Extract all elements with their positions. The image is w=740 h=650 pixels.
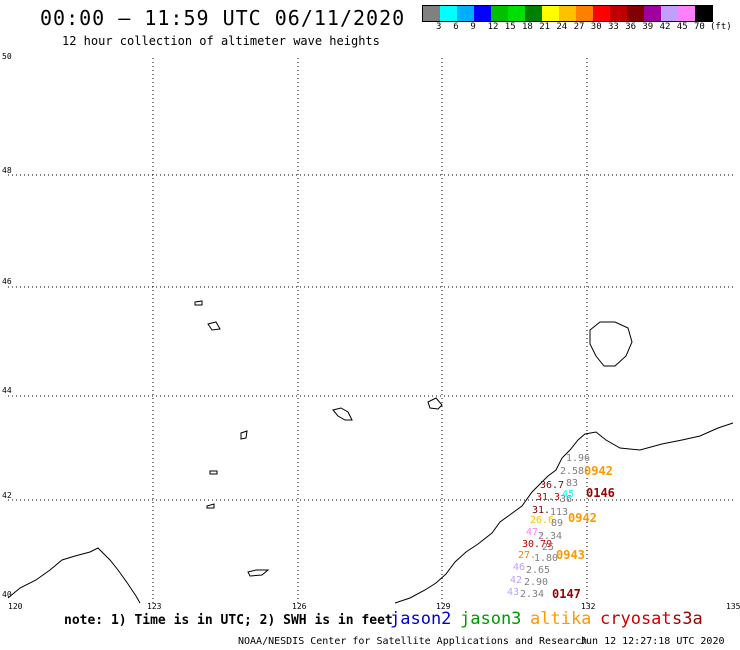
colorbar-tick: 30: [590, 22, 602, 32]
island-5: [240, 430, 248, 440]
colorbar-swatch: [610, 6, 627, 21]
colorbar-tick: 24: [556, 22, 568, 32]
lat-label: 40: [2, 590, 12, 599]
satellite-legend-jason3: jason3: [460, 609, 522, 629]
colorbar-tick: 45: [676, 22, 688, 32]
wave-height-value: 25: [542, 542, 555, 553]
wave-height-value: 2.65: [526, 565, 551, 576]
wave-height-value: 31.: [532, 505, 551, 516]
colorbar-swatch: [593, 6, 610, 21]
colorbar-tick: 33: [608, 22, 619, 32]
colorbar-tick: 6: [453, 22, 459, 32]
colorbar-tick: 39: [642, 22, 654, 32]
satellite-legend-altika: altika: [530, 609, 592, 629]
colorbar-swatch: [491, 6, 508, 21]
pass-time-label: 0943: [556, 548, 585, 562]
island-8: [206, 503, 215, 509]
colorbar-tick: 12: [487, 22, 499, 32]
island-9: [209, 470, 218, 475]
lat-label: 44: [2, 386, 12, 395]
island-2: [332, 407, 353, 421]
wave-height-value: 2.90: [524, 577, 549, 588]
pass-time-label: 0147: [552, 587, 581, 601]
wave-height-value: 26.6: [530, 515, 555, 526]
wave-height-value: 45: [562, 489, 575, 500]
colorbar-swatch: [559, 6, 576, 21]
pass-time-label: 0146: [586, 486, 615, 500]
island-4: [207, 321, 221, 331]
coast-west: [7, 547, 141, 604]
lon-label: 126: [292, 602, 307, 611]
footer-generated: Jun 12 12:27:18 UTC 2020: [580, 636, 725, 647]
colorbar: [422, 5, 713, 22]
satellite-legend-s3a: s3a: [672, 609, 703, 629]
colorbar-swatch: [457, 6, 474, 21]
wave-height-value: 2.34: [538, 531, 563, 542]
wave-height-value: 27.: [518, 550, 537, 561]
coastlines: [7, 300, 734, 604]
colorbar-swatch: [508, 6, 525, 21]
island-3: [427, 397, 443, 410]
colorbar-swatch: [576, 6, 593, 21]
coast-korea-east: [394, 422, 734, 604]
colorbar-swatch: [542, 6, 559, 21]
colorbar-unit: (ft): [710, 22, 732, 32]
wave-height-value: 43: [507, 587, 520, 598]
map-title: 00:00 – 11:59 UTC 06/11/2020: [40, 6, 406, 30]
colorbar-swatch: [423, 6, 440, 21]
colorbar-swatch: [474, 6, 491, 21]
colorbar-tick: 15: [504, 22, 516, 32]
island-6: [247, 569, 270, 577]
wave-height-value: 89: [551, 518, 564, 529]
colorbar-swatch: [644, 6, 661, 21]
island-7: [194, 300, 203, 306]
graticule: [8, 58, 733, 603]
colorbar-tick: 36: [625, 22, 637, 32]
wave-height-value: 46: [513, 562, 526, 573]
island-1: [589, 321, 633, 367]
satellite-legend-jason2: jason2: [390, 609, 452, 629]
pass-time-label: 0942: [568, 511, 597, 525]
lat-label: 46: [2, 277, 12, 286]
colorbar-swatch: [678, 6, 695, 21]
colorbar-tick: 9: [470, 22, 476, 32]
lon-label: 129: [436, 602, 451, 611]
colorbar-tick: 42: [659, 22, 671, 32]
wave-height-value: 47.: [526, 527, 545, 538]
colorbar-tick: 70: [694, 22, 705, 32]
satellite-legend-cryosat: cryosat: [600, 609, 672, 629]
colorbar-swatch: [695, 6, 712, 21]
lon-label: 123: [147, 602, 162, 611]
colorbar-swatch: [525, 6, 542, 21]
lon-label: 120: [8, 602, 23, 611]
pass-time-label: 0942: [584, 464, 613, 478]
lat-label: 42: [2, 491, 12, 500]
colorbar-swatch: [661, 6, 678, 21]
wave-height-value: 1.96: [566, 453, 591, 464]
wave-height-value: 2.58: [560, 466, 585, 477]
wave-height-value: 36: [560, 494, 573, 505]
colorbar-tick: 3: [436, 22, 442, 32]
map-subtitle: 12 hour collection of altimeter wave hei…: [62, 34, 380, 48]
lon-label: 132: [581, 602, 596, 611]
colorbar-tick: 21: [539, 22, 551, 32]
wave-height-value: 1.80: [534, 553, 559, 564]
wave-height-value: 83: [566, 478, 579, 489]
lon-label: 135: [726, 602, 740, 611]
colorbar-tick: 18: [522, 22, 533, 32]
colorbar-swatch: [627, 6, 644, 21]
lat-label: 48: [2, 166, 12, 175]
colorbar-swatch: [440, 6, 457, 21]
wave-height-value: 31.3: [536, 492, 561, 503]
colorbar-tick: 27: [573, 22, 585, 32]
footer-note: note: 1) Time is in UTC; 2) SWH is in fe…: [64, 613, 393, 628]
lat-label: 50: [2, 52, 12, 61]
wave-height-value: 30.79: [522, 539, 553, 550]
wave-height-value: 42: [510, 575, 523, 586]
wave-height-value: 113: [550, 507, 569, 518]
wave-height-value: 36.7: [540, 480, 565, 491]
footer-credit: NOAA/NESDIS Center for Satellite Applica…: [238, 636, 588, 647]
wave-height-value: 2.34: [520, 589, 545, 600]
